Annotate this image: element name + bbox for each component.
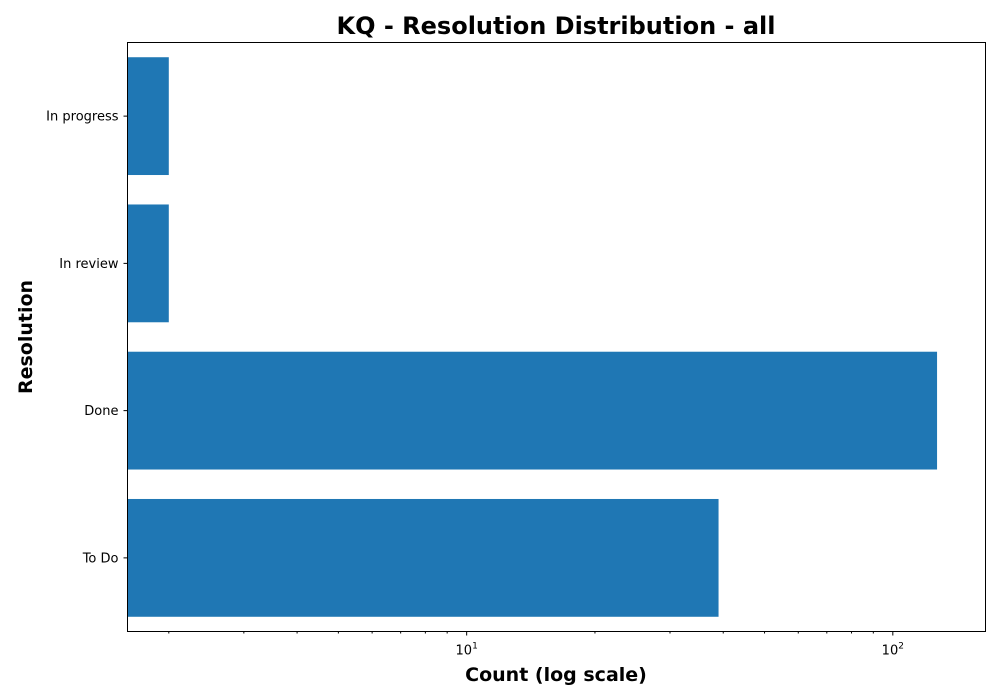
bar-in-review: [127, 204, 169, 323]
bar-in-progress: [127, 57, 169, 176]
y-tick-label: In progress: [46, 110, 119, 125]
bar-to-do: [127, 498, 719, 617]
y-ticks: To Do Done In review In progress: [46, 110, 128, 566]
chart-title: KQ - Resolution Distribution - all: [337, 12, 776, 40]
plot-frame: [127, 42, 986, 632]
y-tick-label: To Do: [82, 551, 119, 566]
bar-done: [127, 351, 938, 470]
y-axis-label: Resolution: [15, 280, 37, 394]
y-tick-label: Done: [84, 404, 118, 419]
y-tick-label: In review: [59, 257, 119, 272]
x-ticks: 101 102: [168, 631, 904, 659]
x-tick-label: 102: [882, 642, 904, 659]
bars: [127, 57, 938, 617]
x-tick-label: 101: [456, 642, 478, 659]
x-axis-label: Count (log scale): [465, 664, 647, 686]
